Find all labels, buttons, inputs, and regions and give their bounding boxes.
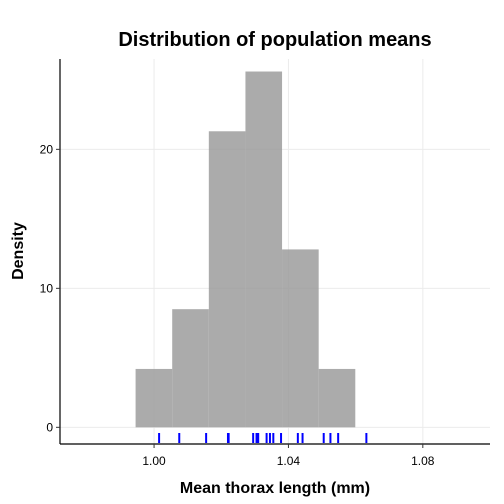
histogram-bar bbox=[135, 368, 173, 428]
x-tick-label: 1.04 bbox=[277, 454, 301, 468]
histogram-bar bbox=[318, 368, 356, 428]
histogram-bar bbox=[172, 309, 209, 428]
plot-area: 1.00 1.04 1.08 0 10 20 bbox=[40, 59, 490, 468]
x-axis-title: Mean thorax length (mm) bbox=[180, 480, 370, 497]
histogram-bar bbox=[282, 249, 319, 428]
chart-title: Distribution of population means bbox=[118, 29, 431, 51]
histogram-bar bbox=[208, 131, 246, 428]
histogram-bars bbox=[135, 71, 356, 428]
x-axis-ticks: 1.00 1.04 1.08 bbox=[142, 444, 435, 468]
y-tick-label: 20 bbox=[40, 142, 54, 156]
rug-marks bbox=[158, 433, 368, 443]
y-tick-label: 10 bbox=[40, 281, 54, 295]
x-tick-label: 1.00 bbox=[142, 454, 166, 468]
y-tick-label: 0 bbox=[46, 420, 53, 434]
y-axis-ticks: 0 10 20 bbox=[40, 142, 60, 434]
x-tick-label: 1.08 bbox=[411, 454, 435, 468]
histogram-bar bbox=[245, 71, 283, 428]
y-axis-title: Density bbox=[10, 222, 27, 280]
